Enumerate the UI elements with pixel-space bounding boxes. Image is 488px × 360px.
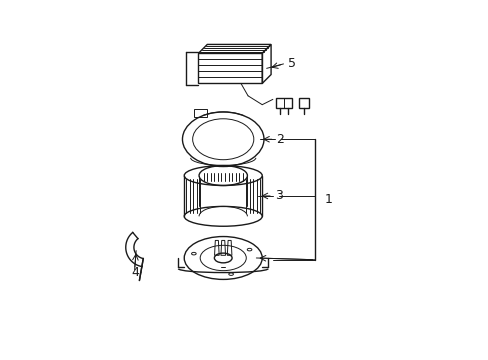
Text: 1: 1 [324, 193, 331, 206]
Text: 4: 4 [131, 266, 139, 279]
Text: 2: 2 [276, 133, 284, 146]
Text: 3: 3 [274, 189, 282, 202]
Text: 5: 5 [287, 57, 296, 71]
